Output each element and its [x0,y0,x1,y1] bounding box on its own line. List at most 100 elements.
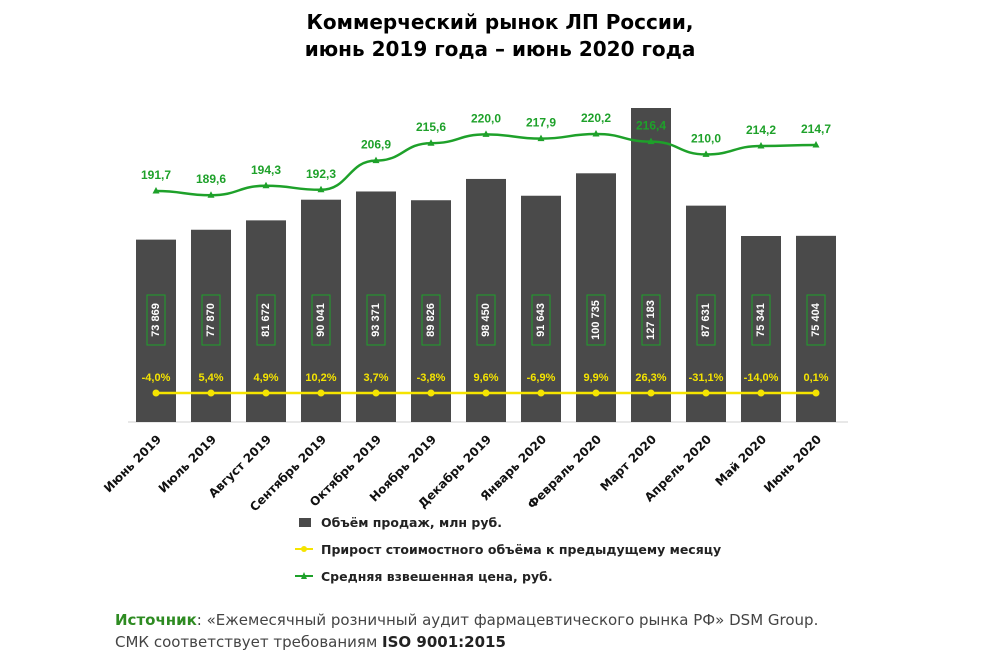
growth-point-4 [317,389,325,397]
bar-value-label-1: 73 869 [150,303,162,337]
bar-value-label-5: 93 371 [370,303,382,337]
growth-point-6 [427,389,435,397]
growth-label-12: -14,0% [744,372,779,384]
price-point-13 [812,141,820,148]
price-label-12: 214,2 [746,123,776,137]
growth-point-1 [152,389,160,397]
legend-item-growth: Прирост стоимостного объёма к предыдущем… [295,539,721,559]
growth-label-5: 3,7% [363,372,388,384]
bar-value-label-4: 90 041 [315,303,327,337]
bar-label-box-2 [201,294,221,346]
growth-label-2: 5,4% [198,372,223,384]
growth-point-12 [757,389,765,397]
growth-label-8: -6,9% [527,372,556,384]
bar-5 [356,191,396,422]
certification-text: СМК соответствует требованиям [115,633,383,651]
bar-label-box-1 [146,294,166,346]
price-label-10: 216,4 [636,119,666,133]
bar-label-box-11 [696,294,716,346]
growth-label-13: 0,1% [803,372,828,384]
growth-label-11: -31,1% [689,372,724,384]
growth-point-9 [592,389,600,397]
growth-point-11 [702,389,710,397]
bar-6 [411,200,451,422]
bar-label-box-13 [806,294,826,346]
legend-item-price: Средняя взвешенная цена, руб. [295,566,553,586]
price-label-2: 189,6 [196,172,226,186]
bar-label-box-7 [476,294,496,346]
bar-11 [686,205,726,422]
growth-point-13 [812,389,820,397]
bar-label-box-10 [641,294,661,346]
price-label-1: 191,7 [141,168,171,182]
source-note: Источник: «Ежемесячный розничный аудит ф… [115,611,818,629]
price-point-1 [152,187,160,194]
source-label: Источник [115,611,197,629]
price-point-10 [647,137,655,145]
bar-value-label-3: 81 672 [260,303,272,337]
bar-9 [576,173,616,422]
certification-note: СМК соответствует требованиям ISO 9001:2… [115,633,506,651]
growth-label-1: -4,0% [142,372,171,384]
price-label-6: 215,6 [416,120,446,134]
growth-point-3 [262,389,270,397]
bar-value-label-12: 75 341 [755,303,767,337]
bar-value-label-13: 75 404 [810,302,822,337]
bar-value-label-2: 77 870 [205,303,217,337]
price-point-8 [537,134,545,142]
growth-label-10: 26,3% [635,372,666,384]
chart-title-line1: Коммерческий рынок ЛП России, [306,10,694,34]
price-label-9: 220,2 [581,111,611,125]
legend-swatch-growth [295,546,313,552]
price-point-11 [702,150,710,157]
legend-item-sales: Объём продаж, млн руб. [295,512,502,532]
bar-value-label-6: 89 826 [425,303,437,337]
bar-value-label-7: 98 450 [480,303,492,337]
price-point-12 [757,142,765,149]
growth-point-10 [647,389,655,397]
bar-4 [301,199,341,422]
price-label-4: 192,3 [306,167,336,181]
price-label-11: 210,0 [691,131,721,145]
price-label-5: 206,9 [361,138,391,152]
legend-swatch-sales [299,518,311,527]
bar-label-box-8 [531,294,551,346]
bar-3 [246,220,286,422]
chart-title-line2: июнь 2019 года – июнь 2020 года [304,37,696,61]
price-point-4 [317,185,325,193]
bar-label-box-6 [421,294,441,346]
legend-label-price: Средняя взвешенная цена, руб. [321,568,553,584]
bar-label-box-5 [366,294,386,346]
bar-label-box-4 [311,294,331,346]
growth-label-6: -3,8% [417,372,446,384]
price-point-3 [262,181,270,189]
price-label-13: 214,7 [801,122,831,136]
bar-label-box-3 [256,294,276,346]
source-text: : «Ежемесячный розничный аудит фармацевт… [196,611,819,629]
growth-point-5 [372,389,380,397]
bar-10 [631,108,671,422]
bar-8 [521,195,561,422]
growth-label-7: 9,6% [473,372,498,384]
bar-value-label-10: 127 183 [645,300,657,340]
price-label-7: 220,0 [471,111,501,125]
growth-point-7 [482,389,490,397]
growth-point-2 [207,389,215,397]
legend-label-sales: Объём продаж, млн руб. [321,514,502,530]
category-label-13: Июнь 2020 [761,432,824,495]
growth-label-3: 4,9% [253,372,278,384]
bar-label-box-9 [586,294,606,346]
bar-value-label-11: 87 631 [700,303,712,337]
price-label-8: 217,9 [526,116,556,130]
price-point-9 [592,130,600,137]
price-label-3: 194,3 [251,163,281,177]
growth-point-8 [537,389,545,397]
bar-7 [466,178,506,422]
price-point-5 [372,156,380,164]
price-point-2 [207,191,215,198]
bar-label-box-12 [751,294,771,346]
growth-label-4: 10,2% [305,372,336,384]
growth-label-9: 9,9% [583,372,608,384]
bar-value-label-8: 91 643 [535,303,547,337]
